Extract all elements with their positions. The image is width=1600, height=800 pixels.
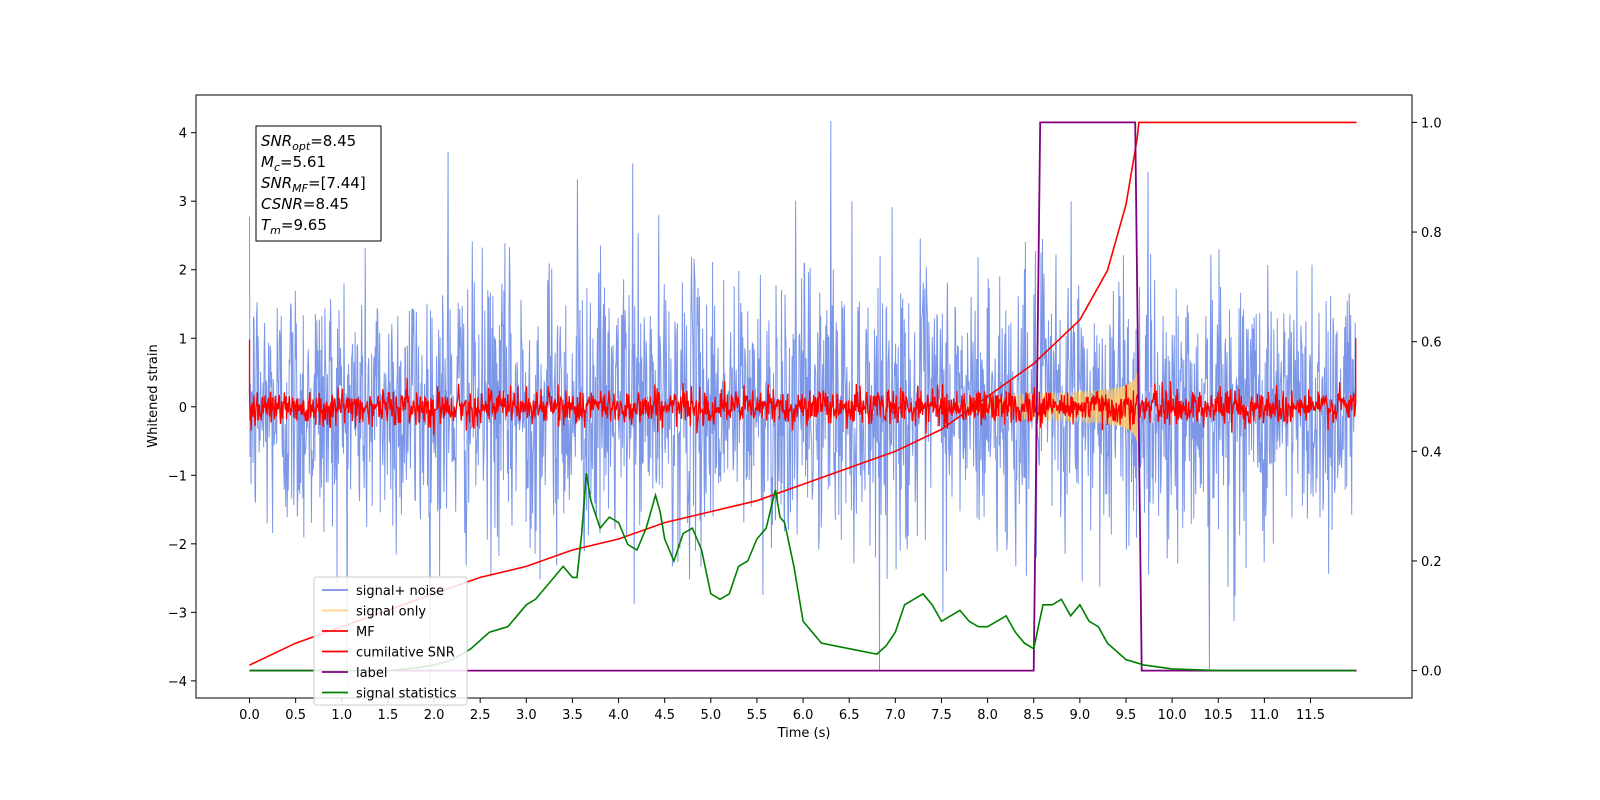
- annotation-value: =[7.44]: [308, 174, 366, 192]
- x-tick-label: 1.5: [378, 708, 399, 723]
- x-tick-label: 0.0: [239, 708, 260, 723]
- legend-entry-label: signal only: [356, 605, 426, 620]
- series-mf: [248, 338, 1357, 436]
- annotation-line: CSNR=8.45: [261, 195, 349, 213]
- y-axis-right: 1.0 0.8 0.6 0.4 0.2 0.0: [1412, 116, 1442, 680]
- legend-entry-label: signal statistics: [356, 687, 457, 702]
- x-tick-label: 8.0: [977, 708, 998, 723]
- x-tick-label: 5.0: [700, 708, 721, 723]
- annotation-line: SNRopt=8.45: [261, 132, 356, 153]
- annotation-line: Mc=5.61: [261, 153, 326, 174]
- x-tick-label: 8.5: [1023, 708, 1044, 723]
- annotation-symbol: CSNR: [261, 195, 303, 213]
- legend-entry-label: label: [356, 666, 387, 681]
- x-tick-label: 9.0: [1070, 708, 1091, 723]
- y2-tick-label: 0.0: [1421, 665, 1442, 680]
- y2-tick-label: 0.2: [1421, 555, 1442, 570]
- x-tick-label: 1.0: [331, 708, 352, 723]
- x-tick-label: 5.5: [747, 708, 768, 723]
- y-tick-label: 2: [179, 264, 187, 279]
- x-tick-label: 4.5: [654, 708, 675, 723]
- annotation-line: Tm=9.65: [261, 216, 327, 237]
- series-label: [249, 121, 1357, 672]
- annotation-subscript: MF: [292, 182, 308, 195]
- y2-tick-label: 1.0: [1421, 116, 1442, 131]
- x-axis: 0.0 0.5 1.0 1.5 2.0 2.5 3.0 3.5 4.0 4.5 5.0 5.5 6.0 6…: [239, 698, 1325, 723]
- annotation-subscript: m: [270, 224, 281, 237]
- x-tick-label: 0.5: [285, 708, 306, 723]
- annotation-box: SNRopt=8.45Mc=5.61SNRMF=[7.44]CSNR=8.45T…: [255, 125, 382, 242]
- annotation-symbol: SNR: [261, 132, 292, 150]
- x-tick-label: 7.5: [931, 708, 952, 723]
- x-tick-label: 10.5: [1204, 708, 1233, 723]
- annotation-symbol: M: [261, 153, 274, 171]
- x-tick-label: 9.5: [1116, 708, 1137, 723]
- x-tick-label: 2.0: [424, 708, 445, 723]
- y-tick-label: −4: [168, 675, 187, 690]
- y-tick-label: 4: [179, 127, 187, 142]
- x-tick-label: 7.0: [885, 708, 906, 723]
- legend-entry-label: signal+ noise: [356, 584, 444, 599]
- plot-frame: [195, 94, 1413, 699]
- y2-tick-label: 0.8: [1421, 226, 1442, 241]
- x-tick-label: 3.5: [562, 708, 583, 723]
- x-tick-label: 2.5: [470, 708, 491, 723]
- x-axis-label: Time (s): [777, 726, 831, 741]
- y2-tick-label: 0.4: [1421, 445, 1442, 460]
- annotation-value: =8.45: [303, 195, 349, 213]
- x-tick-label: 3.0: [516, 708, 537, 723]
- legend-frame: [313, 576, 468, 706]
- annotation-frame: [255, 125, 382, 242]
- y-axis-left: 4 3 2 1 0 −1 −2 −3 −4: [168, 127, 196, 690]
- x-tick-label: 4.0: [608, 708, 629, 723]
- annotation-symbol: T: [261, 216, 272, 234]
- legend-entry-label: cumilative SNR: [356, 646, 455, 661]
- series-signal-statistics: [249, 473, 1356, 672]
- y-tick-label: 0: [179, 401, 187, 416]
- y-axis-label: Whitened strain: [146, 344, 161, 447]
- y-tick-label: −2: [168, 538, 187, 553]
- legend-entry-label: MF: [356, 625, 375, 640]
- y-tick-label: −1: [168, 469, 187, 484]
- y2-tick-label: 0.6: [1421, 336, 1442, 351]
- annotation-value: =8.45: [310, 132, 356, 150]
- annotation-symbol: SNR: [261, 174, 292, 192]
- annotation-subscript: c: [274, 161, 280, 174]
- x-tick-label: 10.0: [1158, 708, 1187, 723]
- y-tick-label: 3: [179, 195, 187, 210]
- y-tick-label: 1: [179, 332, 187, 347]
- annotation-subscript: opt: [292, 140, 311, 153]
- x-tick-label: 11.0: [1250, 708, 1279, 723]
- y-tick-label: −3: [168, 606, 187, 621]
- legend: signal+ noise signal only MF cumilative SNR…: [313, 576, 468, 706]
- x-tick-label: 11.5: [1296, 708, 1325, 723]
- annotation-line: SNRMF=[7.44]: [261, 174, 366, 195]
- annotation-value: =9.65: [281, 216, 327, 234]
- x-tick-label: 6.0: [793, 708, 814, 723]
- annotation-value: =5.61: [280, 153, 326, 171]
- x-tick-label: 6.5: [839, 708, 860, 723]
